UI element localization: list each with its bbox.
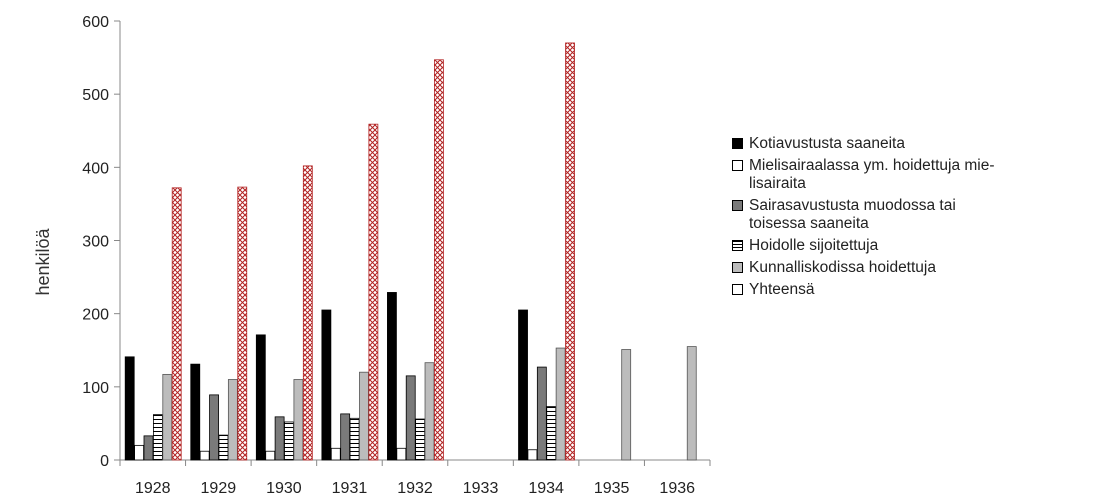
bar <box>162 373 173 461</box>
legend-swatch <box>732 284 743 295</box>
legend-label: Kotiavustusta saaneita <box>749 135 905 153</box>
y-tick-label: 400 <box>82 160 109 177</box>
legend-swatch <box>732 138 743 149</box>
bar <box>143 435 154 461</box>
y-tick-label: 200 <box>82 307 109 324</box>
bar <box>368 123 379 461</box>
x-tick-label: 1936 <box>659 480 695 497</box>
bar <box>321 309 332 461</box>
x-tick-label: 1934 <box>528 480 564 497</box>
bar <box>555 347 566 461</box>
legend-swatch <box>732 160 743 171</box>
legend-label-line: Mielisairaalassa ym. hoidettuja mie- <box>749 157 995 174</box>
x-tick-label: 1935 <box>594 480 630 497</box>
legend-label-line: Sairasavustusta muodossa tai <box>749 197 956 214</box>
legend-label: Yhteensä <box>749 281 815 299</box>
x-tick-label: 1930 <box>266 480 302 497</box>
legend-item: Mielisairaalassa ym. hoidettuja mie-lisa… <box>732 157 1102 193</box>
bar <box>415 418 426 461</box>
legend-swatch <box>732 200 743 211</box>
legend-label: Mielisairaalassa ym. hoidettuja mie-lisa… <box>749 157 995 193</box>
bar <box>274 416 285 461</box>
legend-item: Hoidolle sijoitettuja <box>732 237 1102 255</box>
bar <box>255 334 266 461</box>
bar <box>124 356 135 461</box>
y-tick-label: 600 <box>82 14 109 31</box>
y-axis-label: henkilöä <box>33 227 53 295</box>
bar <box>424 362 435 461</box>
bar <box>518 309 528 461</box>
legend-swatch <box>732 262 743 273</box>
legend-label: Kunnalliskodissa hoidettuja <box>749 259 936 277</box>
bars <box>124 42 697 461</box>
bar <box>237 186 248 461</box>
bar <box>536 366 547 461</box>
legend-label-line: Kotiavustusta saaneita <box>749 135 905 152</box>
legend-item: Sairasavustusta muodossa tai toisessa saa… <box>732 197 1102 233</box>
bar <box>396 447 407 461</box>
y-tick-label: 500 <box>82 87 109 104</box>
y-tick-label: 0 <box>100 453 109 470</box>
legend-label-line: Yhteensä <box>749 281 815 298</box>
bar <box>218 434 229 461</box>
bar <box>349 417 360 461</box>
bar <box>527 449 538 461</box>
x-tick-label: 1932 <box>397 480 433 497</box>
y-tick-label: 300 <box>82 234 109 251</box>
legend-item: Yhteensä <box>732 281 1102 299</box>
legend-item: Kunnalliskodissa hoidettuja <box>732 259 1102 277</box>
bar <box>227 379 238 461</box>
bar <box>340 413 351 461</box>
legend-label: Sairasavustusta muodossa tai toisessa saa… <box>749 197 956 233</box>
x-tick-label: 1928 <box>135 480 171 497</box>
bar <box>565 42 575 461</box>
legend-label-line: lisairaita <box>749 175 806 192</box>
x-tick-label: 1933 <box>463 480 499 497</box>
bar <box>686 346 697 461</box>
bar <box>434 59 444 461</box>
legend: Kotiavustusta saaneita Mielisairaalassa y… <box>732 135 1102 303</box>
tick-labels: 0 100 200 300 400 500 600 1928 1929 1930 1931 1932 1… <box>82 14 695 497</box>
legend-label: Hoidolle sijoitettuja <box>749 237 878 255</box>
bar <box>621 349 632 461</box>
bar <box>387 292 397 461</box>
bar <box>152 414 163 461</box>
bar <box>171 187 182 461</box>
legend-item: Kotiavustusta saaneita <box>732 135 1102 153</box>
bar <box>359 371 369 461</box>
bar <box>546 406 557 461</box>
bar <box>190 363 201 461</box>
bar <box>330 447 341 461</box>
x-tick-label: 1929 <box>201 480 237 497</box>
legend-swatch <box>732 240 743 251</box>
legend-label-line: Hoidolle sijoitettuja <box>749 237 879 254</box>
bar <box>293 379 304 461</box>
x-tick-label: 1931 <box>332 480 368 497</box>
bar <box>405 375 416 461</box>
bar <box>265 450 276 461</box>
legend-label-line: toisessa saaneita <box>749 215 869 232</box>
bar <box>284 421 294 461</box>
bar <box>199 450 210 461</box>
y-tick-label: 100 <box>82 380 109 397</box>
bar <box>134 444 145 461</box>
bar <box>209 394 219 461</box>
legend-label-line: Kunnalliskodissa hoidettuja <box>749 259 936 276</box>
bar <box>302 165 313 461</box>
